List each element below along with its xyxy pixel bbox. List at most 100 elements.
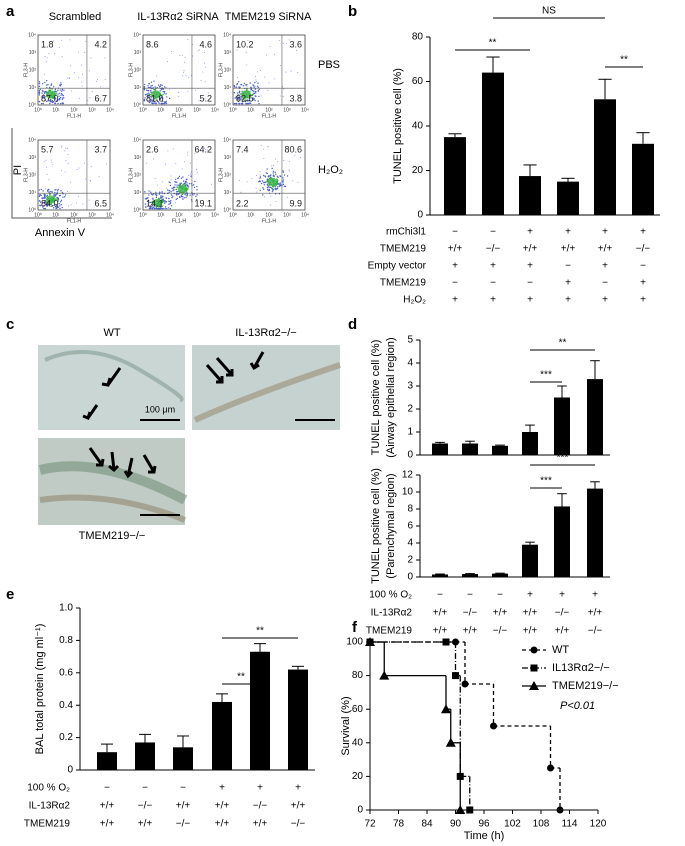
event-dot: [47, 97, 50, 100]
event-dot: [246, 181, 248, 183]
event-dot: [162, 102, 165, 105]
condition-value: −/−: [138, 801, 153, 812]
event-dot: [59, 89, 61, 91]
event-dot: [155, 98, 157, 100]
event-dot: [147, 96, 149, 99]
condition-value: +: [527, 295, 533, 306]
event-dot: [172, 188, 174, 190]
condition-value: −: [602, 278, 608, 289]
bar: [594, 99, 616, 215]
event-dot: [252, 99, 255, 101]
event-dot: [175, 178, 177, 181]
event-dot: [182, 54, 184, 56]
event-dot: [61, 146, 63, 148]
event-dot: [238, 90, 241, 92]
event-dot: [161, 84, 163, 87]
event-dot: [49, 193, 51, 195]
event-dot: [160, 206, 162, 209]
event-dot: [65, 147, 67, 149]
event-dot: [259, 176, 262, 178]
event-dot: [60, 199, 63, 202]
bar: [522, 432, 538, 455]
event-dot: [237, 92, 239, 94]
event-dot: [184, 193, 186, 196]
x-tick-label: 10²: [70, 107, 78, 113]
event-dot: [257, 100, 259, 102]
event-dot: [151, 84, 153, 87]
event-dot: [181, 168, 183, 170]
quadrant-value: 3.8: [289, 93, 302, 103]
y-tick-label: 60: [412, 76, 424, 87]
condition-value: −/−: [588, 626, 603, 637]
condition-value: +: [565, 295, 571, 306]
event-dot: [160, 197, 162, 199]
event-dot: [237, 94, 239, 96]
event-dot: [48, 203, 51, 206]
event-dot: [61, 206, 63, 209]
event-dot: [169, 202, 172, 204]
event-dot: [42, 90, 44, 92]
event-dot: [144, 206, 147, 208]
y-tick-label: 10²: [134, 67, 142, 73]
y-tick-label: 0: [67, 765, 73, 776]
event-dot: [187, 39, 189, 41]
quadrant-value: 6.5: [94, 198, 107, 208]
event-dot: [147, 197, 149, 199]
event-dot: [256, 174, 258, 176]
event-dot: [260, 144, 262, 146]
quadrant-value: 84.0: [41, 198, 59, 208]
event-dot: [61, 90, 63, 92]
condition-value: −/−: [291, 819, 306, 830]
condition-value: +/+: [215, 801, 230, 812]
event-dot: [179, 55, 181, 57]
image-label: IL-13Rα2−/−: [235, 327, 296, 339]
event-dot: [147, 200, 149, 203]
event-dot: [266, 183, 269, 185]
event-dot: [81, 85, 83, 87]
event-dot: [264, 196, 266, 198]
tissue: [39, 494, 187, 523]
event-dot: [60, 201, 62, 203]
bar: [554, 506, 570, 577]
event-dot: [187, 91, 189, 93]
event-dot: [104, 78, 106, 80]
condition-label: IL-13Rα2: [29, 801, 71, 812]
event-dot: [61, 145, 63, 147]
event-dot: [234, 97, 236, 99]
event-dot: [258, 95, 260, 98]
event-dot: [166, 189, 169, 191]
event-dot: [300, 157, 302, 159]
event-dot: [277, 176, 279, 178]
event-dot: [61, 98, 64, 100]
x-tick-label: 102: [504, 819, 521, 830]
x-tick-label: 10³: [88, 107, 96, 113]
event-dot: [178, 175, 181, 178]
event-dot: [196, 198, 198, 201]
event-dot: [274, 158, 276, 160]
event-dot: [272, 181, 274, 183]
bar: [432, 443, 448, 455]
event-dot: [268, 175, 270, 177]
event-dot: [276, 187, 279, 190]
event-dot: [272, 174, 275, 176]
significance-label: **: [489, 38, 497, 49]
event-dot: [162, 196, 164, 198]
event-dot: [61, 56, 63, 58]
event-dot: [46, 84, 48, 86]
event-dot: [52, 163, 54, 165]
event-dot: [41, 97, 44, 99]
event-dot: [249, 95, 251, 97]
panel-letter: e: [6, 586, 14, 603]
event-dot: [143, 86, 146, 88]
event-dot: [48, 53, 50, 55]
y-tick-label: 0: [417, 210, 423, 221]
event-dot: [193, 186, 196, 189]
event-dot: [61, 170, 63, 172]
event-dot: [151, 102, 153, 104]
event-dot: [65, 160, 67, 162]
event-dot: [45, 100, 48, 103]
micrographs: [38, 345, 341, 525]
event-dot: [154, 178, 156, 180]
y-tick-label: 20: [352, 771, 364, 782]
event-dot: [173, 186, 176, 189]
